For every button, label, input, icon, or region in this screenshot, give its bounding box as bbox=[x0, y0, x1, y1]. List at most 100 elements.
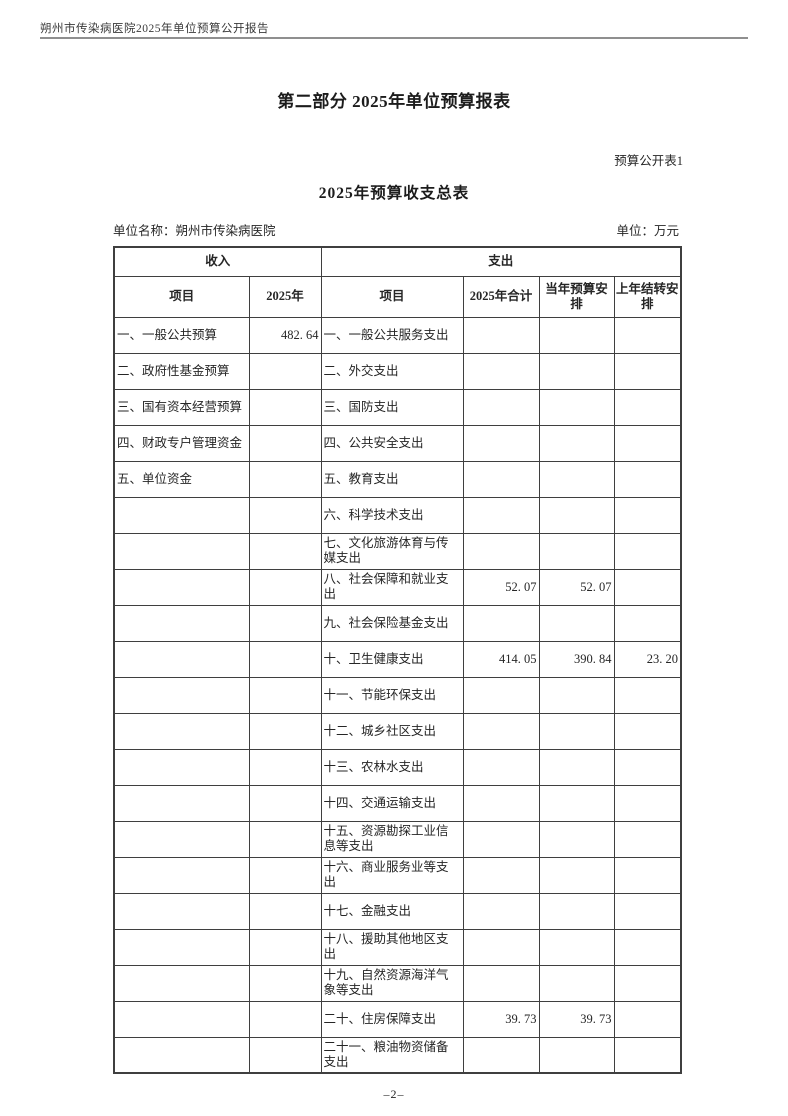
income-item-cell bbox=[113, 676, 250, 714]
income-item-cell: 二、政府性基金预算 bbox=[113, 352, 250, 390]
income-2025-cell bbox=[248, 892, 322, 930]
income-2025-cell bbox=[248, 1000, 322, 1038]
income-2025-cell bbox=[248, 388, 322, 426]
income-item-cell bbox=[113, 892, 250, 930]
expense-item-cell: 十、卫生健康支出 bbox=[320, 640, 464, 678]
table-row: 十七、金融支出 bbox=[113, 892, 682, 930]
expense-carryover-cell bbox=[613, 712, 682, 750]
expense-current-cell bbox=[538, 316, 615, 354]
expense-total-cell bbox=[462, 388, 540, 426]
table-body: 一、一般公共预算 482. 64 一、一般公共服务支出 二、政府性基金预算 二、外交支出… bbox=[113, 316, 682, 1074]
expense-carryover-cell bbox=[613, 568, 682, 606]
table-row: 十四、交通运输支出 bbox=[113, 784, 682, 822]
income-item-cell: 四、财政专户管理资金 bbox=[113, 424, 250, 462]
col-header-income-item: 项目 bbox=[113, 275, 250, 318]
income-2025-cell bbox=[248, 964, 322, 1002]
column-header-row: 项目 2025年 项目 2025年合计 当年预算安排 上年结转安排 bbox=[113, 275, 682, 318]
expense-group-header: 支出 bbox=[320, 246, 682, 277]
income-item-cell: 五、单位资金 bbox=[113, 460, 250, 498]
expense-current-cell bbox=[538, 712, 615, 750]
expense-total-cell bbox=[462, 496, 540, 534]
expense-carryover-cell bbox=[613, 604, 682, 642]
expense-total-cell bbox=[462, 784, 540, 822]
expense-item-cell: 四、公共安全支出 bbox=[320, 424, 464, 462]
expense-current-cell bbox=[538, 820, 615, 858]
income-item-cell bbox=[113, 1036, 250, 1074]
income-item-cell bbox=[113, 604, 250, 642]
budget-summary-table: 收入 支出 项目 2025年 项目 2025年合计 当年预算安排 上年结转安排 … bbox=[113, 246, 683, 1074]
expense-current-cell bbox=[538, 352, 615, 390]
expense-total-cell bbox=[462, 928, 540, 966]
expense-total-cell bbox=[462, 964, 540, 1002]
income-2025-cell bbox=[248, 352, 322, 390]
table-row: 十五、资源勘探工业信息等支出 bbox=[113, 820, 682, 858]
table-row: 十六、商业服务业等支出 bbox=[113, 856, 682, 894]
expense-item-cell: 九、社会保险基金支出 bbox=[320, 604, 464, 642]
income-2025-cell bbox=[248, 928, 322, 966]
unit-name-label: 单位名称：朔州市传染病医院 bbox=[113, 224, 276, 238]
expense-total-cell: 414. 05 bbox=[462, 640, 540, 678]
expense-total-cell bbox=[462, 316, 540, 354]
expense-carryover-cell: 23. 20 bbox=[613, 640, 682, 678]
expense-item-cell: 五、教育支出 bbox=[320, 460, 464, 498]
income-item-cell bbox=[113, 748, 250, 786]
income-2025-cell bbox=[248, 748, 322, 786]
income-item-cell bbox=[113, 568, 250, 606]
income-item-cell: 一、一般公共预算 bbox=[113, 316, 250, 354]
table-row: 五、单位资金 五、教育支出 bbox=[113, 460, 682, 498]
expense-carryover-cell bbox=[613, 1000, 682, 1038]
header-divider bbox=[40, 37, 748, 39]
col-header-income-year: 2025年 bbox=[248, 275, 322, 318]
income-2025-cell bbox=[248, 856, 322, 894]
table-row: 七、文化旅游体育与传媒支出 bbox=[113, 532, 682, 570]
table-row: 十九、自然资源海洋气象等支出 bbox=[113, 964, 682, 1002]
expense-total-cell bbox=[462, 532, 540, 570]
income-2025-cell bbox=[248, 820, 322, 858]
expense-item-cell: 六、科学技术支出 bbox=[320, 496, 464, 534]
expense-item-cell: 十九、自然资源海洋气象等支出 bbox=[320, 964, 464, 1002]
expense-item-cell: 十八、援助其他地区支出 bbox=[320, 928, 464, 966]
expense-total-cell bbox=[462, 424, 540, 462]
table-row: 十二、城乡社区支出 bbox=[113, 712, 682, 750]
expense-item-cell: 二、外交支出 bbox=[320, 352, 464, 390]
income-item-cell bbox=[113, 784, 250, 822]
income-2025-cell bbox=[248, 496, 322, 534]
expense-item-cell: 十二、城乡社区支出 bbox=[320, 712, 464, 750]
expense-current-cell bbox=[538, 892, 615, 930]
expense-current-cell bbox=[538, 676, 615, 714]
expense-carryover-cell bbox=[613, 784, 682, 822]
expense-total-cell bbox=[462, 748, 540, 786]
income-item-cell: 三、国有资本经营预算 bbox=[113, 388, 250, 426]
expense-current-cell: 39. 73 bbox=[538, 1000, 615, 1038]
expense-current-cell bbox=[538, 496, 615, 534]
expense-total-cell bbox=[462, 604, 540, 642]
expense-carryover-cell bbox=[613, 928, 682, 966]
expense-item-cell: 三、国防支出 bbox=[320, 388, 464, 426]
income-2025-cell bbox=[248, 640, 322, 678]
expense-current-cell bbox=[538, 964, 615, 1002]
expense-item-cell: 十五、资源勘探工业信息等支出 bbox=[320, 820, 464, 858]
income-item-cell bbox=[113, 496, 250, 534]
income-item-cell bbox=[113, 532, 250, 570]
expense-carryover-cell bbox=[613, 964, 682, 1002]
table-row: 二十、住房保障支出 39. 73 39. 73 bbox=[113, 1000, 682, 1038]
expense-total-cell bbox=[462, 820, 540, 858]
expense-current-cell bbox=[538, 748, 615, 786]
income-2025-cell bbox=[248, 784, 322, 822]
table-row: 十一、节能环保支出 bbox=[113, 676, 682, 714]
table-row: 十、卫生健康支出 414. 05 390. 84 23. 20 bbox=[113, 640, 682, 678]
expense-item-cell: 十三、农林水支出 bbox=[320, 748, 464, 786]
expense-total-cell bbox=[462, 676, 540, 714]
table-row: 十八、援助其他地区支出 bbox=[113, 928, 682, 966]
table-row: 九、社会保险基金支出 bbox=[113, 604, 682, 642]
table-row: 八、社会保障和就业支出 52. 07 52. 07 bbox=[113, 568, 682, 606]
income-2025-cell bbox=[248, 676, 322, 714]
table-title: 2025年预算收支总表 bbox=[318, 185, 470, 202]
expense-item-cell: 十六、商业服务业等支出 bbox=[320, 856, 464, 894]
expense-current-cell bbox=[538, 784, 615, 822]
expense-item-cell: 七、文化旅游体育与传媒支出 bbox=[320, 532, 464, 570]
expense-carryover-cell bbox=[613, 748, 682, 786]
expense-carryover-cell bbox=[613, 532, 682, 570]
table-row: 一、一般公共预算 482. 64 一、一般公共服务支出 bbox=[113, 316, 682, 354]
